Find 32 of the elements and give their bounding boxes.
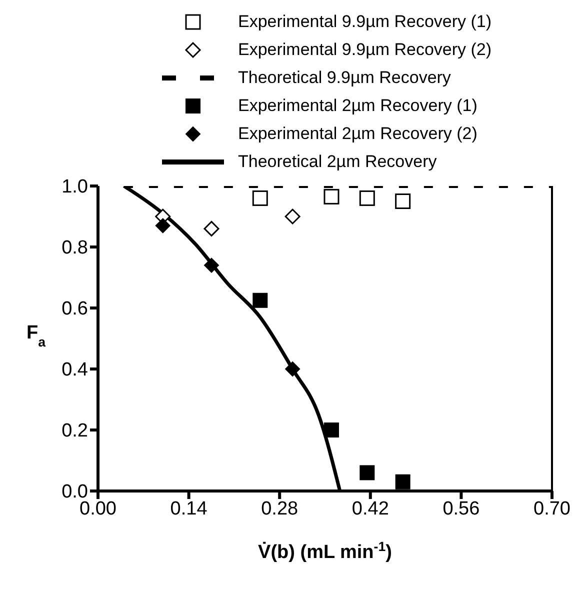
point (252, 190, 268, 206)
y-tick-label: 0.2 (62, 420, 88, 442)
x-tick-label: 0.70 (534, 498, 570, 520)
point (155, 218, 170, 234)
x-tick-label: 0.42 (352, 498, 389, 520)
legend-label: Experimental 2µm Recovery (2) (238, 124, 478, 144)
point (395, 194, 411, 209)
point (324, 422, 339, 438)
y-tick-label: 0.6 (62, 298, 88, 320)
y-tick-label: 0.4 (62, 360, 88, 381)
point (324, 188, 340, 204)
x-tick-label: 0.56 (442, 498, 480, 520)
x-axis-title: V̇(b) (mL min$^{-1}$) (258, 538, 392, 563)
legend-label: Experimental 2µm Recovery (1) (238, 96, 478, 116)
point (395, 474, 410, 490)
y-tick-label: 0.8 (62, 238, 88, 259)
legend-label: Experimental 9.9µm Recovery (2) (238, 40, 492, 60)
point (204, 258, 219, 273)
legend-label: Experimental 9.9µm Recovery (1) (238, 12, 492, 32)
point (285, 362, 300, 376)
point (360, 465, 375, 480)
legend-label: Theoretical 2µm Recovery (238, 152, 437, 172)
point (252, 292, 268, 308)
x-tick-label: 0.28 (261, 498, 298, 520)
x-tick-label: 0.00 (80, 498, 116, 520)
point (359, 190, 375, 206)
y-axis-title: F$_{a}$ (26, 322, 46, 349)
point (204, 220, 220, 236)
legend-label: Theoretical 9.9µm Recovery (238, 68, 451, 88)
y-tick-label: 1.0 (62, 176, 88, 198)
x-tick-label: 0.14 (170, 498, 208, 520)
point (284, 208, 300, 224)
